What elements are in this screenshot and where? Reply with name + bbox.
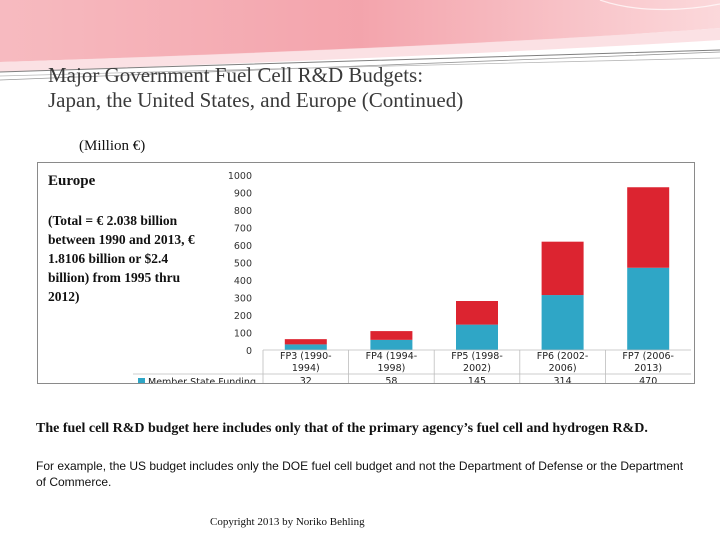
slide-title-line-1: Major Government Fuel Cell R&D Budgets: [48,63,424,87]
region-label: Europe [48,173,96,189]
table-row-value: 32 [300,376,312,383]
bar-member-state-funding [284,344,327,350]
y-tick-label: 200 [234,311,252,322]
y-tick-label: 400 [234,276,252,287]
y-tick-label: 800 [234,206,252,217]
budget-example-note: For example, the US budget includes only… [36,459,684,489]
table-row-value: 470 [639,376,657,383]
x-category-label: 2002) [463,363,491,374]
stacked-bar-chart: 0 100 200 300 400 500 600 700 800 900 1000 FP3 (199… [133,171,691,383]
y-tick-label: 100 [234,329,252,340]
decorative-banner [0,0,720,81]
slide-title: Major Government Fuel Cell R&D Budgets: … [48,63,463,113]
y-tick-label: 1000 [228,171,252,182]
bar-eu-funding [541,241,584,296]
x-category-label: FP5 (1998- [451,351,503,362]
budget-scope-note: The fuel cell R&D budget here includes o… [36,421,648,436]
bar-member-state-funding [541,295,584,350]
table-row-header: Member State Funding [148,377,256,383]
x-category-label: 2006) [549,363,577,374]
x-category-label: FP3 (1990- [280,351,332,362]
y-tick-label: 900 [234,189,252,200]
x-category-label: 1994) [292,363,320,374]
table-row-value: 145 [468,376,486,383]
bar-eu-funding [284,339,327,345]
y-tick-label: 500 [234,259,252,270]
legend-swatch-member-state [138,378,145,383]
x-category-label: 2013) [634,363,662,374]
y-tick-label: 0 [246,346,252,357]
bar-member-state-funding [456,324,498,350]
copyright-text: Copyright 2013 by Noriko Behling [210,516,365,528]
x-category-label: FP4 (1994- [366,351,418,362]
bar-member-state-funding [627,267,670,350]
x-category-label: FP6 (2002- [537,351,589,362]
y-tick-label: 700 [234,224,252,235]
y-tick-label: 300 [234,294,252,305]
table-row-value: 58 [385,376,397,383]
bar-eu-funding [456,301,498,325]
bar-eu-funding [627,187,670,268]
y-tick-label: 600 [234,241,252,252]
chart-frame: 0 100 200 300 400 500 600 700 800 900 1000 FP3 (199… [37,162,695,384]
bar-eu-funding [370,331,413,340]
x-category-label: 1998) [377,363,405,374]
total-budget-note: (Total = € 2.038 billion between 1990 an… [48,213,195,304]
slide-title-line-2: Japan, the United States, and Europe (Co… [48,88,464,112]
table-row-value: 314 [554,376,572,383]
bar-member-state-funding [370,339,413,350]
x-category-label: FP7 (2006- [622,351,674,362]
unit-label: (Million €) [79,138,146,154]
